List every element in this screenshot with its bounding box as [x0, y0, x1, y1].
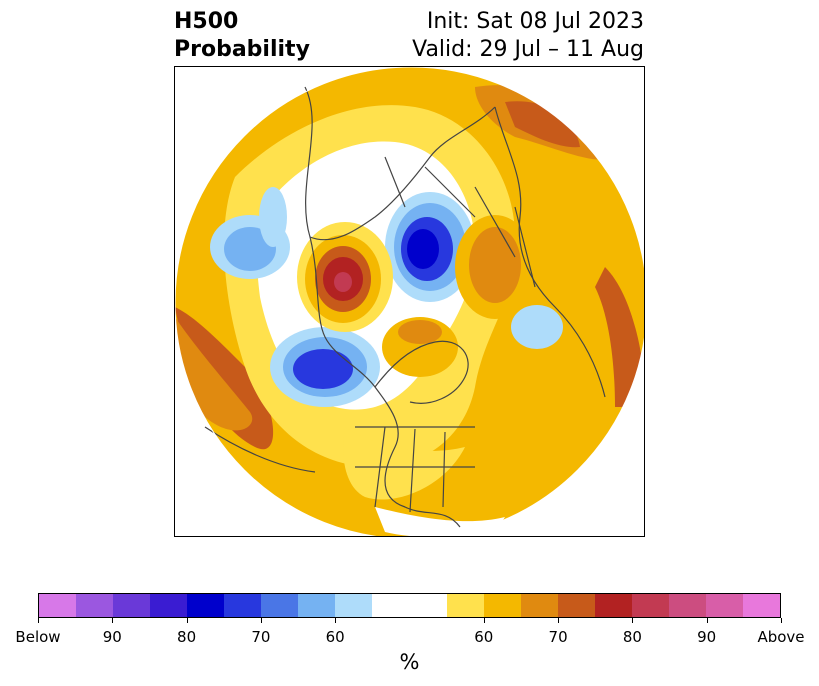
above-anomaly-europe-core — [469, 227, 521, 303]
probability-field — [175, 67, 644, 536]
colorbar-tick-label: 70 — [251, 628, 271, 646]
colorbar-segment — [483, 594, 521, 617]
colorbar-tick-label: Below — [15, 628, 61, 646]
colorbar-tick-mark — [186, 618, 188, 623]
coastline-pacific-islands — [204, 426, 316, 473]
colorbar-segment — [742, 594, 780, 617]
colorbar-segment — [150, 594, 188, 617]
colorbar-tick-mark — [335, 618, 337, 623]
title-line-1: H500 — [174, 9, 239, 34]
valid-range: Valid: 29 Jul – 11 Aug — [412, 37, 644, 62]
colorbar-tick-mark — [260, 618, 262, 623]
colorbar-segment — [224, 594, 262, 617]
colorbar-segment — [557, 594, 595, 617]
colorbar-tick-label: 90 — [697, 628, 717, 646]
colorbar-tick-mark — [632, 618, 634, 623]
colorbar-segment — [335, 594, 373, 617]
above-anomaly-central-core — [334, 272, 352, 292]
colorbar-segment — [39, 594, 77, 617]
colorbar-segment — [76, 594, 114, 617]
colorbar-segment — [187, 594, 225, 617]
forecast-dates: Init: Sat 08 Jul 2023 Valid: 29 Jul – 11… — [412, 8, 644, 64]
above-anomaly-greenland-core — [398, 320, 442, 344]
coastline-greenland — [374, 340, 469, 404]
country-borders — [384, 156, 536, 288]
below-anomaly-coast — [259, 187, 287, 247]
colorbar-segment — [668, 594, 706, 617]
colorbar-segment — [261, 594, 299, 617]
colorbar-segment — [446, 594, 484, 617]
colorbar-tick-mark — [781, 618, 782, 623]
coastline-eurasia — [494, 106, 606, 398]
coastlines — [204, 86, 606, 528]
colorbar-segment — [520, 594, 558, 617]
colorbar-segment — [372, 594, 447, 617]
init-date: Init: Sat 08 Jul 2023 — [426, 9, 644, 34]
probability-map — [175, 67, 644, 536]
coastline-arctic — [309, 106, 496, 241]
colorbar-tick-label: 80 — [622, 628, 642, 646]
colorbar-segment — [705, 594, 743, 617]
below-anomaly-siberia-core — [407, 229, 439, 269]
below-anomaly-west — [224, 227, 276, 271]
coastline-america — [304, 86, 461, 528]
colorbar-tick-mark — [112, 618, 114, 623]
map-panel — [174, 66, 645, 537]
colorbar-tick-mark — [706, 618, 708, 623]
warm-band-north — [505, 101, 580, 148]
colorbar-tick-label: Above — [757, 628, 805, 646]
below-anomaly-east — [511, 305, 563, 349]
colorbar-segment — [631, 594, 669, 617]
colorbar-tick-label: 80 — [177, 628, 197, 646]
colorbar-tick-label: 70 — [548, 628, 568, 646]
below-anomaly-pacific-core — [293, 349, 353, 389]
colorbar-tick-mark — [483, 618, 485, 623]
colorbar-label: % — [399, 650, 420, 674]
title-line-2: Probability — [174, 37, 310, 62]
colorbar-tick-label: 90 — [102, 628, 122, 646]
colorbar-segment — [113, 594, 151, 617]
colorbar-tick-label: 60 — [474, 628, 494, 646]
colorbar-segment — [298, 594, 336, 617]
colorbar — [38, 593, 781, 618]
chart-title: H500 Probability — [174, 8, 310, 64]
warm-band-east — [595, 267, 644, 407]
colorbar-tick-mark — [38, 618, 39, 623]
yellow-north-america — [343, 427, 465, 500]
colorbar-tick-label: 60 — [325, 628, 345, 646]
neutral-region-south — [375, 507, 505, 536]
colorbar-segment — [594, 594, 632, 617]
state-borders — [355, 426, 475, 513]
colorbar-tick-mark — [558, 618, 560, 623]
